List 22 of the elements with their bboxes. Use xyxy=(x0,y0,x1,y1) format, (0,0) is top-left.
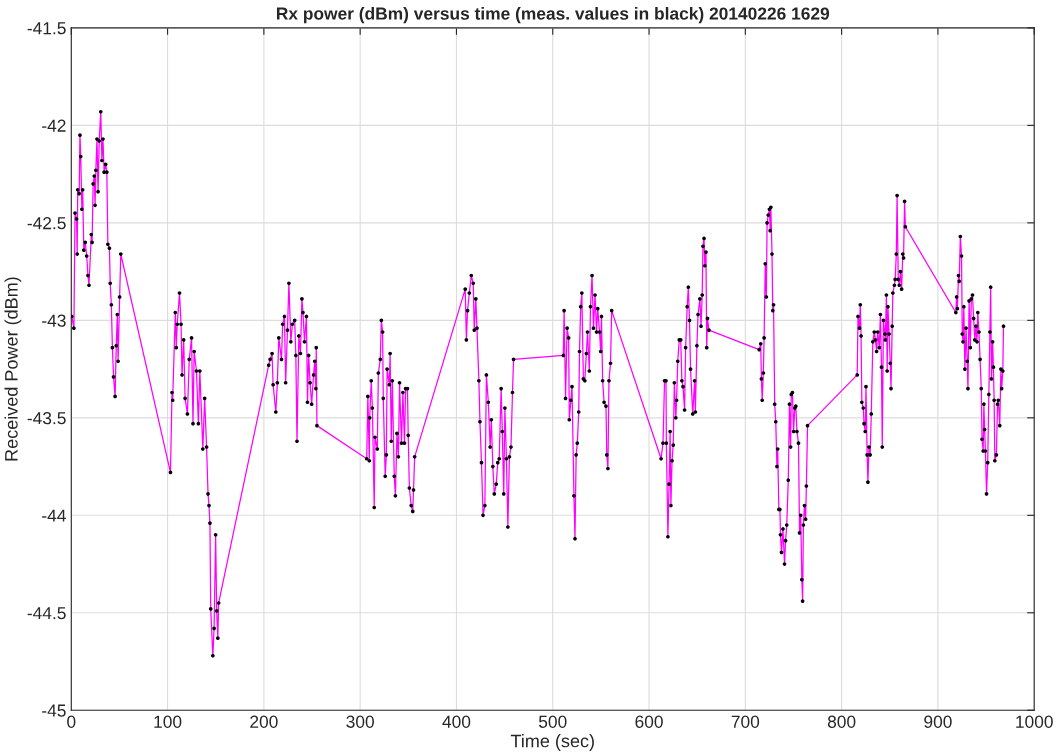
x-tick-label: 800 xyxy=(827,715,856,728)
x-tick-label: 1000 xyxy=(1016,715,1053,728)
x-tick-label: 300 xyxy=(346,715,374,728)
y-tick-label: -45 xyxy=(42,704,66,717)
y-tick-label: -44.5 xyxy=(27,607,66,620)
x-tick-label: 700 xyxy=(731,715,760,728)
x-tick-label: 500 xyxy=(538,715,567,728)
x-tick-label: 100 xyxy=(154,715,182,728)
x-tick-label: 900 xyxy=(924,715,952,728)
x-tick-label: 600 xyxy=(635,715,663,728)
x-tick-label: 0 xyxy=(67,715,76,728)
y-tick-label: -42 xyxy=(42,119,66,132)
y-tick-label: -41.5 xyxy=(27,22,66,35)
x-tick-label: 200 xyxy=(250,715,278,728)
x-axis-title: Time (sec) xyxy=(510,734,594,751)
x-tick-label: 400 xyxy=(442,715,471,728)
y-tick-label: -43.5 xyxy=(27,411,66,425)
y-tick-label: -44 xyxy=(42,509,66,522)
chart-title: Rx power (dBm) versus time (meas. values in black) 20140226 1629 xyxy=(276,6,830,24)
y-tick-label: -42.5 xyxy=(27,217,66,230)
y-tick-label: -43 xyxy=(42,314,66,327)
y-axis-title: Received Power (dBm) xyxy=(4,277,22,461)
